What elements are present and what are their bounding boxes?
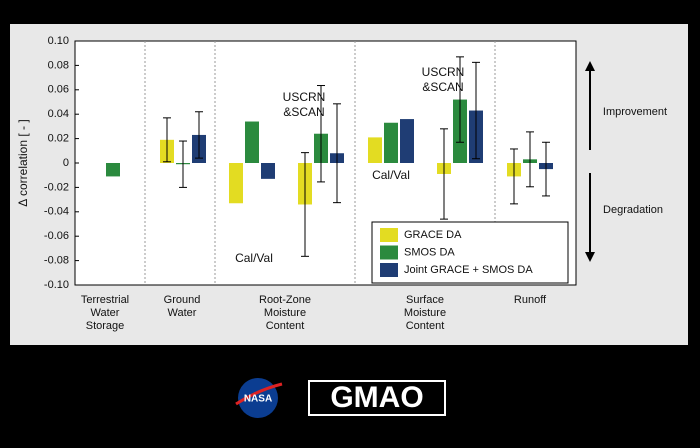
- x-category-label: Surface Moisture Content: [404, 294, 446, 332]
- error-bar: [456, 56, 464, 143]
- error-bar: [301, 152, 309, 257]
- y-tick-label: -0.10: [44, 279, 69, 291]
- x-category-label: Runoff: [514, 294, 547, 306]
- label-line: Terrestrial: [81, 294, 129, 306]
- y-tick-label: 0: [63, 157, 69, 169]
- separators: [144, 41, 496, 285]
- y-tick-label: -0.04: [44, 206, 69, 218]
- y-tick-label: 0.02: [48, 133, 69, 145]
- y-tick-label: -0.06: [44, 230, 69, 242]
- label-line: Content: [406, 320, 445, 332]
- label-line: Storage: [86, 320, 125, 332]
- degradation-label: Degradation: [603, 204, 663, 216]
- annotation-line: USCRN: [422, 65, 465, 79]
- error-bar: [440, 128, 448, 220]
- error-bar: [510, 148, 518, 205]
- annotation: Cal/Val: [235, 251, 273, 265]
- annotation-line: USCRN: [283, 90, 326, 104]
- legend-swatch: [380, 263, 398, 277]
- bar: [245, 121, 259, 163]
- annotation: Cal/Val: [372, 168, 410, 182]
- nasa-swoosh: [235, 382, 283, 406]
- annotation-line: Cal/Val: [372, 168, 410, 182]
- error-bar: [333, 103, 341, 204]
- annotation-line: &SCAN: [283, 105, 324, 119]
- error-bar: [179, 140, 187, 188]
- error-bar: [472, 61, 480, 160]
- label-line: Runoff: [514, 294, 547, 306]
- arrowhead: [585, 252, 595, 262]
- legend: [371, 221, 569, 284]
- legend-swatch: [380, 245, 398, 260]
- y-tick-label: -0.08: [44, 255, 69, 267]
- label-line: Water: [168, 307, 197, 319]
- x-category-label: Root-Zone Moisture Content: [259, 294, 311, 332]
- gmao-box: [308, 380, 446, 416]
- label-line: Moisture: [404, 307, 446, 319]
- error-bar: [195, 111, 203, 159]
- bar: [368, 137, 382, 163]
- improvement-label: Improvement: [603, 106, 667, 118]
- label-line: Ground: [164, 294, 201, 306]
- legend-label: SMOS DA: [404, 246, 455, 258]
- annotation-line: &SCAN: [422, 80, 463, 94]
- label-line: Water: [91, 307, 120, 319]
- error-bar: [526, 131, 534, 188]
- y-tick-label: 0.06: [48, 84, 69, 96]
- legend-label: GRACE DA: [404, 229, 462, 241]
- legend-swatch: [380, 228, 398, 242]
- y-tick-label: 0.04: [48, 108, 69, 120]
- x-category-label: Terrestrial Water Storage: [81, 294, 129, 332]
- legend-label: Joint GRACE + SMOS DA: [404, 264, 533, 276]
- label-line: Content: [266, 320, 305, 332]
- label-line: Root-Zone: [259, 294, 311, 306]
- x-category-label: Ground Water: [164, 294, 201, 319]
- bar: [261, 163, 275, 179]
- bar: [229, 163, 243, 204]
- label-line: Moisture: [264, 307, 306, 319]
- error-bar: [317, 85, 325, 183]
- y-tick-label: 0.10: [48, 35, 69, 47]
- arrowhead: [585, 61, 595, 71]
- error-bar: [542, 141, 550, 197]
- label-line: Surface: [406, 294, 444, 306]
- error-bar: [163, 117, 171, 163]
- gmao-text: GMAO: [330, 381, 423, 414]
- bar: [106, 163, 120, 177]
- y-tick-label: -0.02: [44, 181, 69, 193]
- bar: [400, 119, 414, 163]
- annotation: USCRN &SCAN: [422, 65, 465, 94]
- bar: [384, 122, 398, 163]
- annotation-line: Cal/Val: [235, 251, 273, 265]
- nasa-text: NASA: [244, 394, 272, 405]
- y-axis-title: Δ correlation [ - ]: [16, 119, 30, 206]
- y-tick-label: 0.08: [48, 59, 69, 71]
- annotation: USCRN &SCAN: [283, 90, 326, 119]
